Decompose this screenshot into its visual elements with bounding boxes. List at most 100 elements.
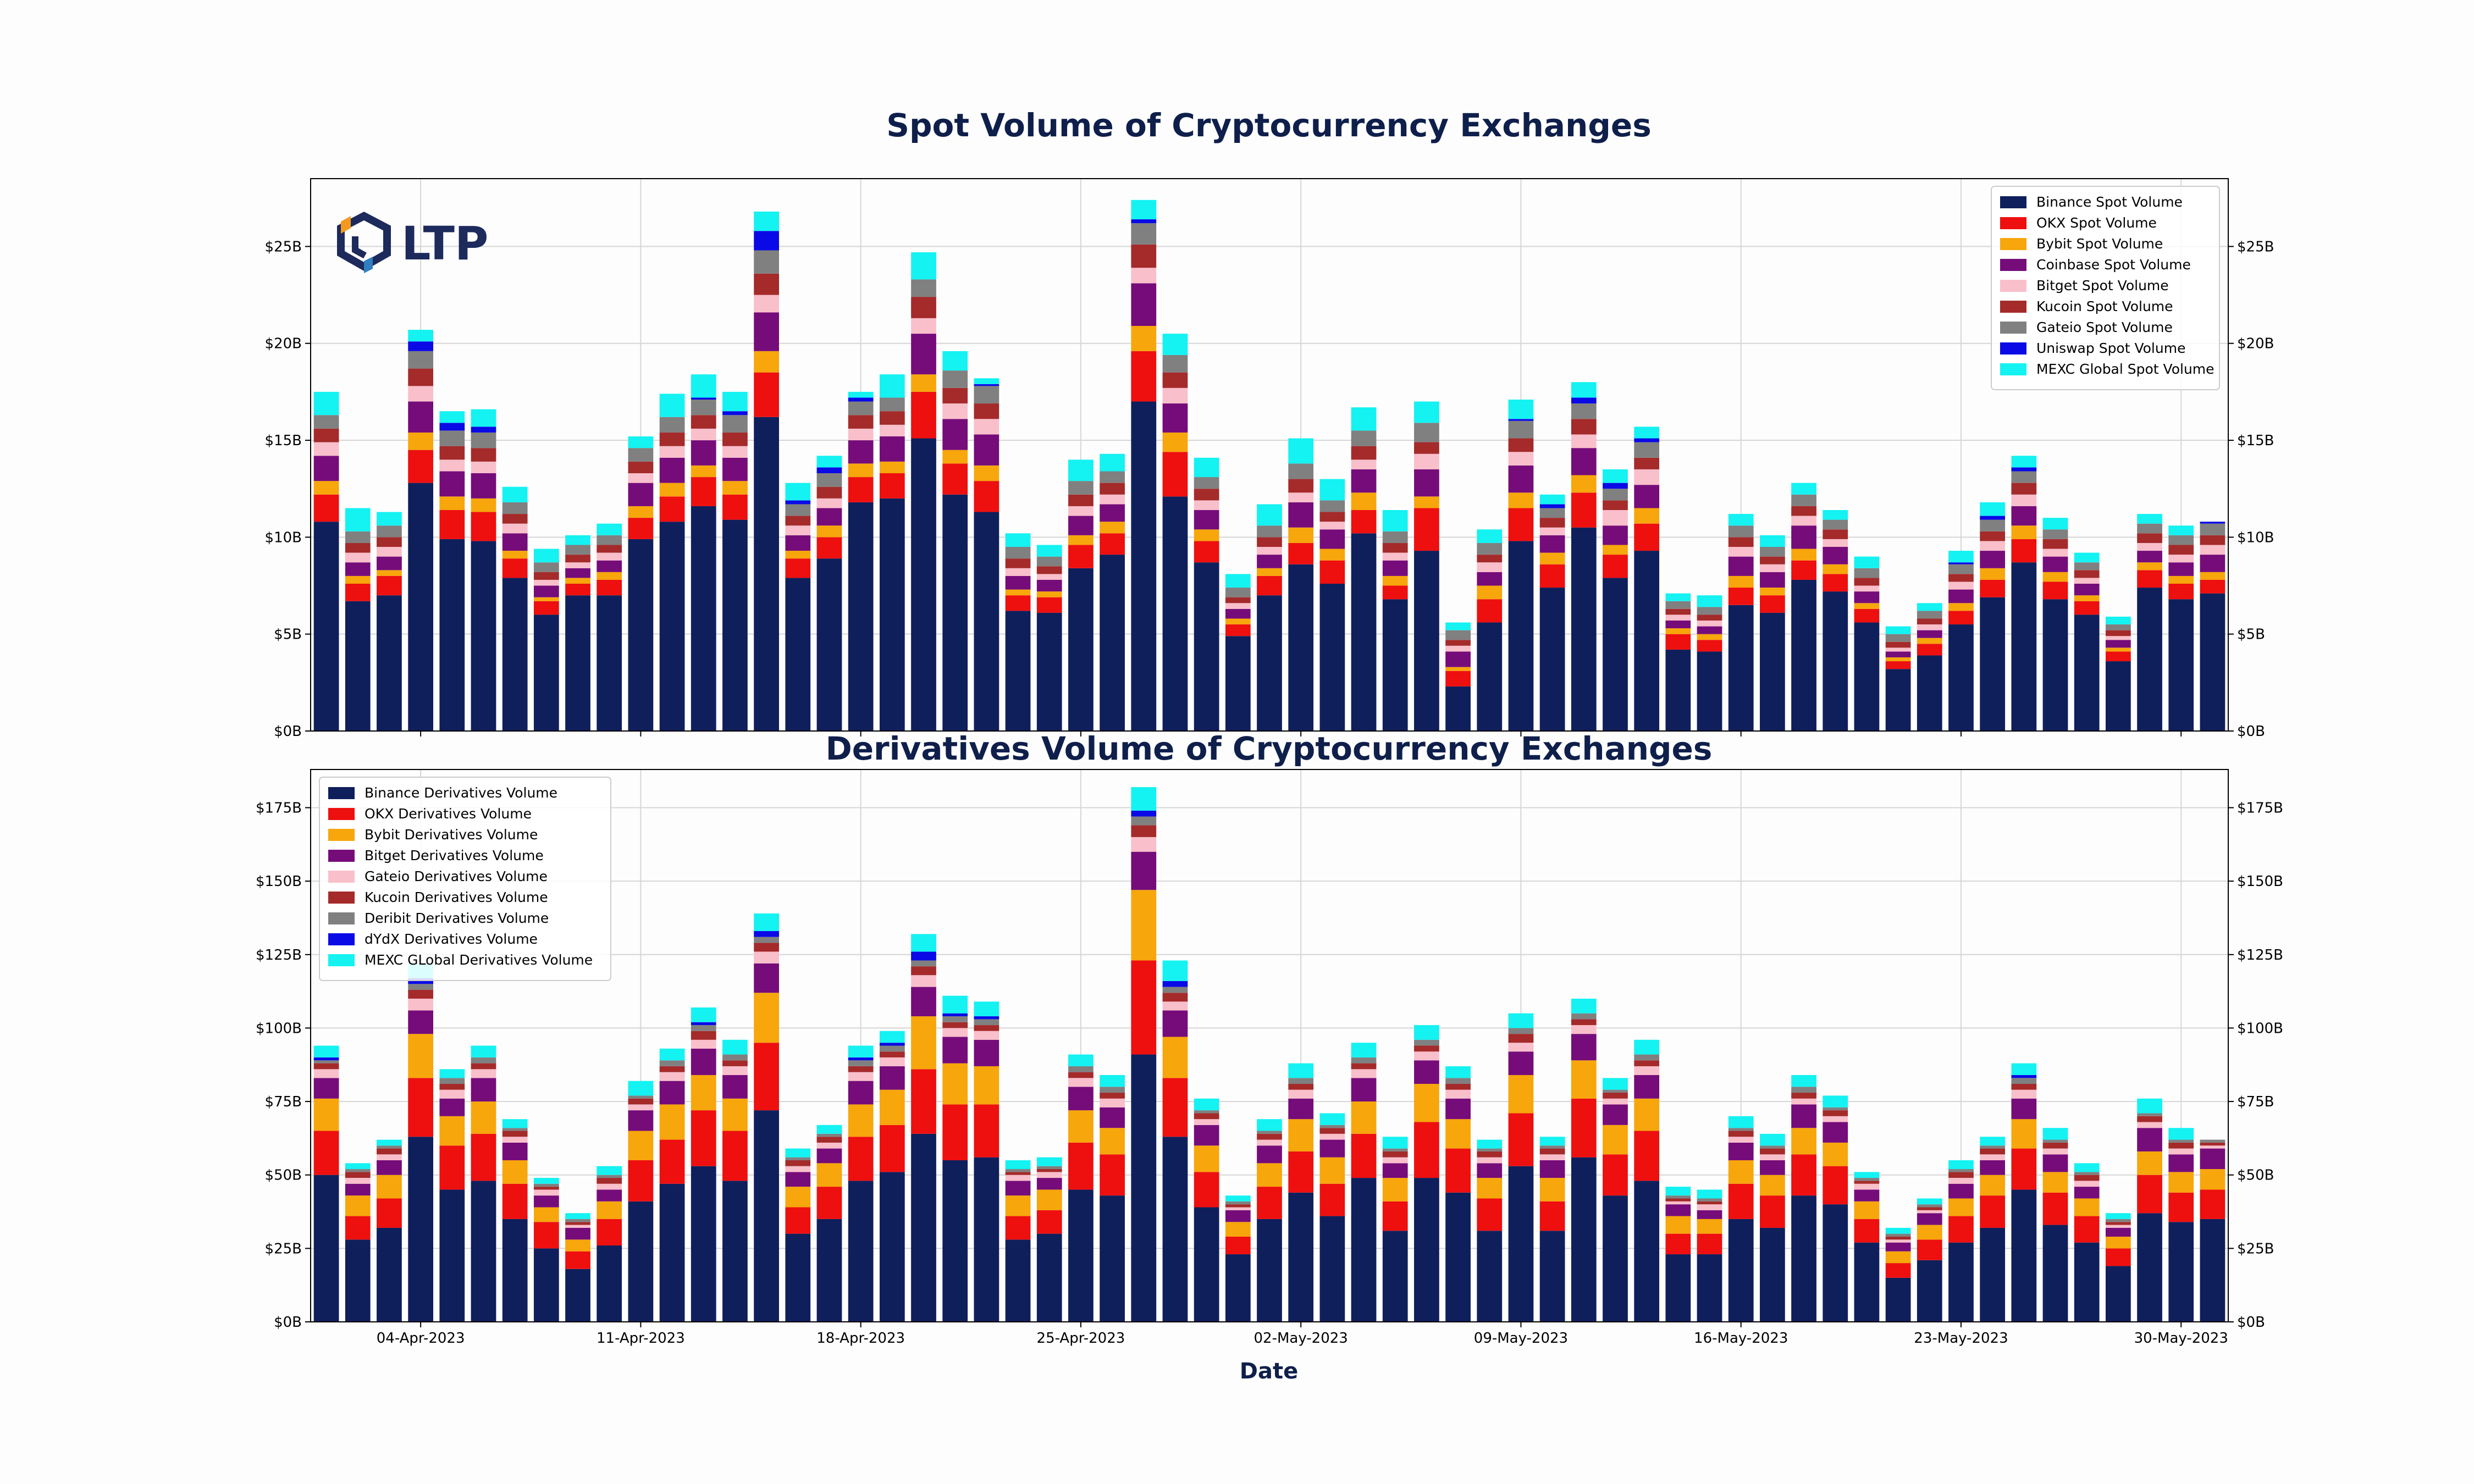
- derivatives-legend-swatch: [328, 850, 355, 862]
- derivatives-bar-segment: [659, 1060, 685, 1066]
- derivatives-bar-segment: [1854, 1201, 1880, 1219]
- derivatives-bar-segment: [974, 1001, 999, 1017]
- spot-bar-segment: [1100, 504, 1125, 522]
- spot-bar-segment: [1571, 448, 1597, 475]
- spot-bar-segment: [533, 579, 559, 586]
- spot-bar-segment: [502, 523, 528, 534]
- spot-bar-segment: [2105, 624, 2131, 630]
- spot-bar-segment: [1068, 535, 1094, 545]
- spot-bar-segment: [1382, 599, 1408, 731]
- spot-bar-segment: [1980, 541, 2006, 551]
- derivatives-bar-segment: [848, 1060, 874, 1066]
- spot-bar-segment: [1760, 556, 1785, 564]
- derivatives-bar-segment: [1382, 1151, 1408, 1158]
- spot-bar-segment: [974, 481, 999, 512]
- derivatives-bar-segment: [1477, 1163, 1503, 1178]
- spot-bar-segment: [1885, 647, 1911, 652]
- x-tick-label: 25-Apr-2023: [1037, 1330, 1125, 1347]
- derivatives-bar-segment: [1319, 1128, 1345, 1134]
- derivatives-bar-segment: [942, 1063, 968, 1105]
- derivatives-bar-segment: [1760, 1154, 1785, 1160]
- spot-bar-segment: [1477, 572, 1503, 586]
- spot-ytick-label-left: $15B: [265, 433, 302, 449]
- spot-bar-segment: [597, 572, 622, 580]
- spot-bar-segment: [439, 539, 465, 731]
- spot-bar-segment: [345, 508, 371, 531]
- spot-bar-segment: [691, 415, 716, 429]
- x-tick-label: 18-Apr-2023: [816, 1330, 905, 1347]
- derivatives-bar-segment: [2200, 1219, 2226, 1322]
- derivatives-bar-segment: [1319, 1125, 1345, 1128]
- spot-bar-segment: [377, 547, 402, 557]
- derivatives-bar-segment: [345, 1195, 371, 1216]
- derivatives-bar-segment: [565, 1222, 590, 1225]
- spot-bar-segment: [942, 387, 968, 404]
- spot-bar-segment: [1414, 442, 1439, 454]
- derivatives-bar-segment: [1571, 1025, 1597, 1034]
- spot-bar-segment: [345, 601, 371, 731]
- spot-bar-segment: [2042, 518, 2068, 530]
- spot-bar-segment: [1257, 568, 1282, 576]
- derivatives-bar-segment: [628, 1104, 654, 1111]
- spot-bar-segment: [597, 560, 622, 572]
- derivatives-bar-segment: [1917, 1198, 1942, 1205]
- spot-bar-segment: [1414, 423, 1439, 442]
- derivatives-legend-label: dYdX Derivatives Volume: [365, 931, 538, 947]
- spot-bar-segment: [1005, 568, 1031, 576]
- derivatives-bar-segment: [377, 1198, 402, 1228]
- spot-bar-segment: [1194, 489, 1219, 501]
- spot-bar-segment: [2137, 588, 2162, 731]
- spot-bar-segment: [879, 374, 905, 398]
- derivatives-bar-segment: [1917, 1204, 1942, 1208]
- derivatives-bar-segment: [1760, 1195, 1785, 1228]
- derivatives-bar-segment: [691, 1031, 716, 1040]
- spot-bar-segment: [1697, 651, 1722, 731]
- x-tick-label: 02-May-2023: [1254, 1330, 1348, 1347]
- derivatives-bar-segment: [1603, 1089, 1628, 1093]
- spot-bar-segment: [942, 403, 968, 419]
- spot-bar-segment: [2011, 525, 2037, 539]
- derivatives-bar-segment: [1980, 1145, 2006, 1149]
- spot-bar-segment: [2011, 483, 2037, 495]
- spot-bar-segment: [1257, 537, 1282, 547]
- derivatives-bar-segment: [2200, 1145, 2226, 1149]
- derivatives-bar-segment: [2011, 1063, 2037, 1075]
- spot-bar-segment: [1414, 453, 1439, 469]
- spot-bar-segment: [1414, 469, 1439, 497]
- derivatives-legend: Binance Derivatives Volume OKX Derivative…: [319, 777, 611, 981]
- derivatives-bar-segment: [722, 1054, 748, 1061]
- spot-bar-segment: [911, 318, 936, 334]
- spot-bar-segment: [1036, 556, 1062, 567]
- derivatives-bar-segment: [1980, 1148, 2006, 1155]
- derivatives-bar-segment: [1571, 998, 1597, 1014]
- derivatives-bar-segment: [1414, 1025, 1439, 1040]
- spot-bar-segment: [2137, 562, 2162, 571]
- derivatives-bar-segment: [1194, 1113, 1219, 1120]
- spot-bar-segment: [565, 595, 590, 731]
- derivatives-bar-segment: [502, 1142, 528, 1160]
- spot-bar-segment: [942, 351, 968, 371]
- spot-bar-segment: [1571, 397, 1597, 404]
- spot-bar-segment: [1980, 579, 2006, 597]
- spot-bar-segment: [1539, 588, 1565, 731]
- spot-bar-segment: [1068, 506, 1094, 516]
- derivatives-legend-swatch: [328, 933, 355, 945]
- spot-bar-segment: [1162, 387, 1188, 404]
- derivatives-bar-segment: [1225, 1254, 1251, 1322]
- derivatives-bar-segment: [1980, 1227, 2006, 1322]
- derivatives-bar-segment: [691, 1075, 716, 1111]
- spot-bar-segment: [2200, 545, 2226, 555]
- spot-bar-segment: [1036, 591, 1062, 597]
- spot-bar-segment: [1382, 552, 1408, 561]
- spot-bar-segment: [533, 585, 559, 597]
- derivatives-bar-segment: [1665, 1201, 1691, 1205]
- derivatives-bar-segment: [1603, 1125, 1628, 1155]
- spot-bar-segment: [313, 415, 339, 429]
- derivatives-bar-segment: [1791, 1128, 1816, 1155]
- spot-bar-segment: [377, 595, 402, 731]
- derivatives-bar-segment: [2074, 1216, 2100, 1243]
- spot-bar-segment: [1477, 585, 1503, 600]
- derivatives-bar-segment: [408, 984, 434, 990]
- spot-bar-segment: [471, 512, 496, 541]
- spot-bar-segment: [1131, 200, 1157, 220]
